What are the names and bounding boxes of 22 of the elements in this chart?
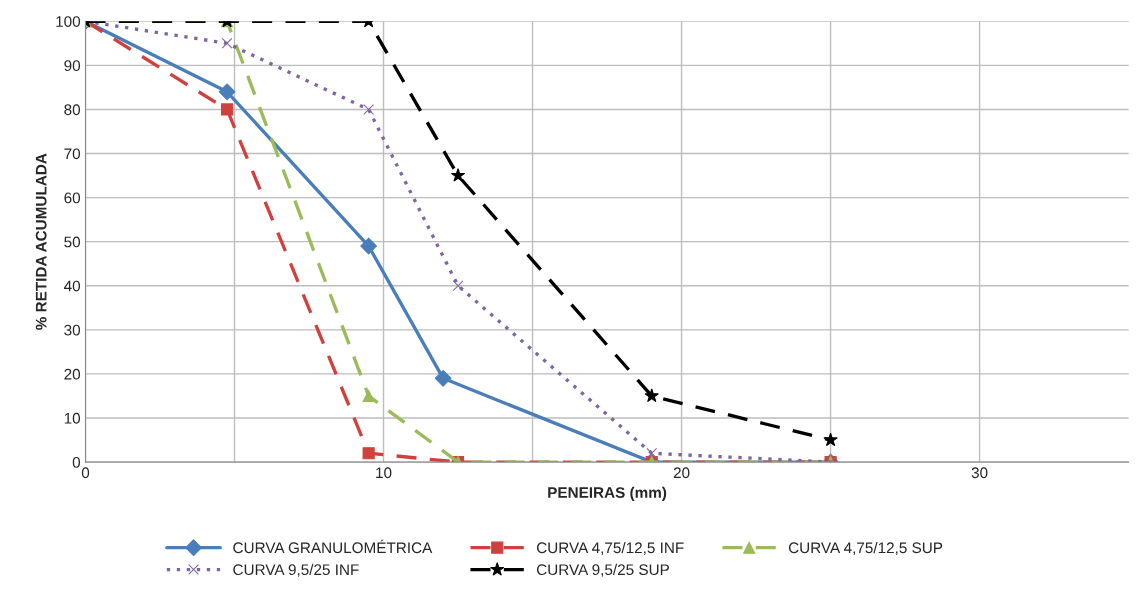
x-tick-label: 30: [971, 467, 988, 479]
y-tick-label: 80: [64, 104, 81, 116]
y-tick-label: 40: [64, 280, 81, 292]
y-tick-label: 10: [64, 412, 81, 424]
y-tick-label: 20: [64, 368, 81, 380]
y-tick-label: 60: [64, 192, 81, 204]
legend-label: CURVA 4,75/12,5 SUP: [788, 541, 943, 555]
y-tick-label: 0: [72, 456, 81, 468]
legend-label: CURVA 9,5/25 INF: [233, 563, 359, 577]
legend-label: CURVA GRANULOMÉTRICA: [233, 539, 433, 554]
legend-label: CURVA 4,75/12,5 INF: [536, 541, 684, 555]
y-tick-label: 70: [64, 148, 81, 160]
y-axis-title: % RETIDA ACUMULADA: [35, 153, 47, 330]
y-tick-label: 50: [64, 236, 81, 248]
x-tick-label: 20: [673, 467, 690, 479]
x-tick-label: 0: [81, 467, 90, 479]
y-tick-label: 100: [56, 16, 81, 27]
y-tick-label: 30: [64, 324, 81, 336]
y-tick-label: 90: [64, 60, 81, 72]
x-tick-label: 10: [376, 467, 392, 479]
x-axis-title: PENEIRAS (mm): [548, 486, 667, 501]
legend-label: CURVA 9,5/25 SUP: [536, 563, 669, 577]
